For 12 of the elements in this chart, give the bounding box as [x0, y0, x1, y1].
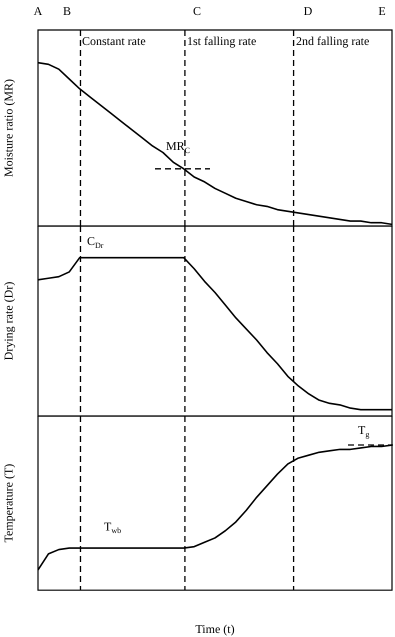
- y-axis-title: Temperature (T): [1, 464, 16, 542]
- text: Constant rate: [82, 34, 146, 48]
- text: 1st falling rate: [187, 34, 256, 48]
- text: A: [34, 4, 43, 18]
- text: B: [63, 4, 72, 18]
- text: C: [193, 4, 202, 18]
- y-axis-title: Moisture ratio (MR): [1, 79, 16, 177]
- y-axis-title: Drying rate (Dr): [1, 282, 16, 360]
- text: D: [304, 4, 313, 18]
- text: 2nd falling rate: [296, 34, 370, 48]
- text: E: [378, 4, 386, 18]
- x-axis-title: Time (t): [195, 622, 235, 636]
